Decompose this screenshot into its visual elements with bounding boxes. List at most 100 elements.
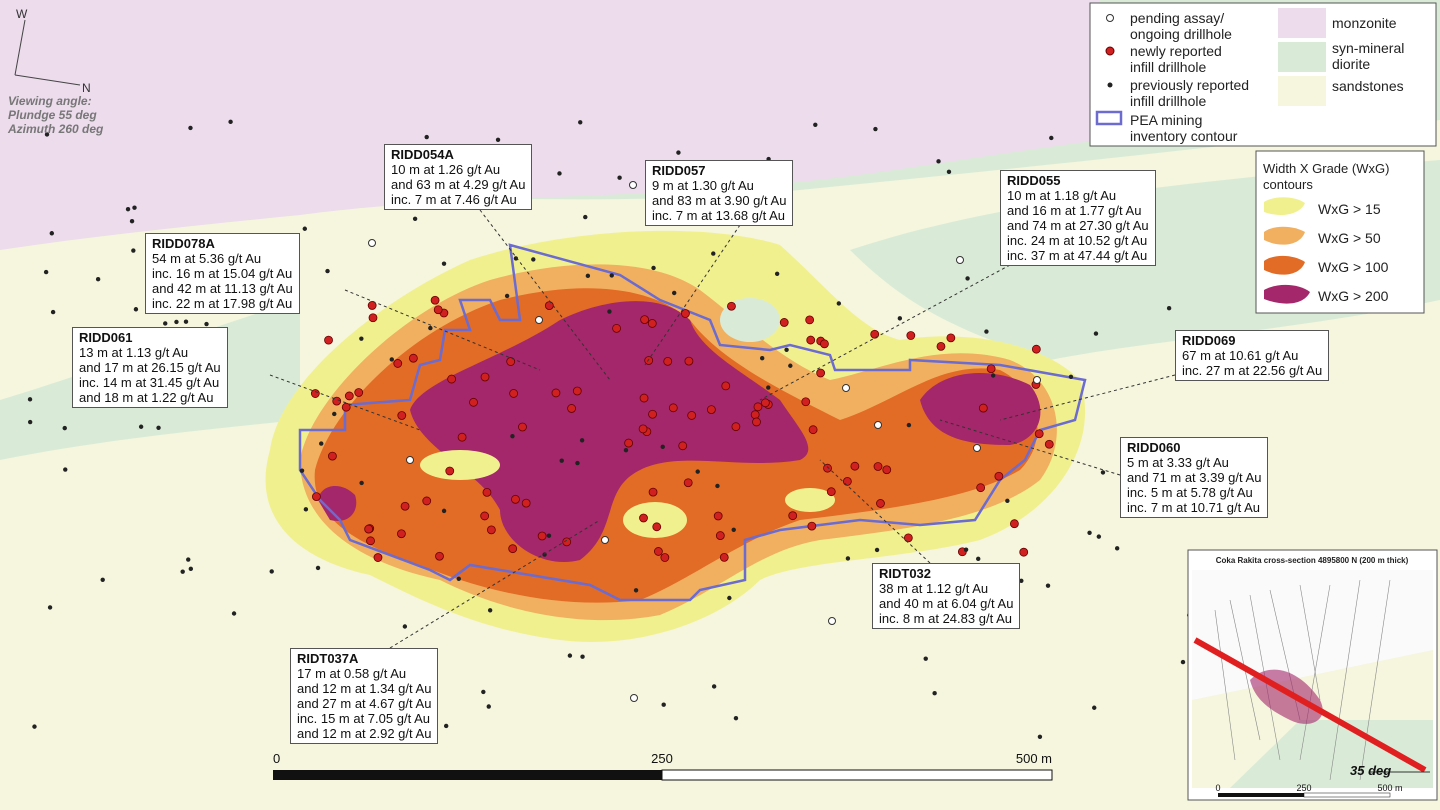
drillhole-new [684,356,694,366]
orientation-arrows [14,19,81,86]
drillhole-previous [906,422,912,428]
drillhole-previous [63,467,68,472]
drillhole-previous [897,316,903,321]
callout-line: and 27 m at 4.67 g/t Au [297,696,432,711]
drillhole-new [373,553,383,562]
drillhole-new [506,357,516,366]
viewing-angle: Viewing angle: Plundge 55 deg Azimuth 260 … [8,94,103,136]
drillhole-previous [963,547,969,552]
callout-line: 13 m at 1.13 g/t Au [79,345,189,360]
drillhole-new [447,374,457,384]
wxg-title-line: Width X Grade (WxG) [1263,161,1390,176]
callout: RIDT032 38 m at 1.12 g/t Au and 40 m at 6.… [872,563,1021,629]
drillhole-previous [575,460,580,466]
viewing-angle-line: Plundge 55 deg [8,108,97,122]
drillhole-previous [131,248,136,253]
drillhole-previous [1114,546,1120,551]
drillhole-previous [49,231,55,236]
drillhole-new [544,301,554,311]
wxg-swatch-100 [1264,255,1305,275]
drillhole-new [509,389,519,398]
legend-line: syn-mineral [1332,40,1405,56]
legend-line: PEA mining [1130,112,1203,128]
drillhole-new [870,329,880,339]
scale-label: 250 [651,751,673,766]
drillhole-previous [269,569,274,574]
legend-label: monzonite [1332,15,1397,31]
drillhole-new [1010,519,1019,529]
drillhole-previous [923,656,928,661]
drillhole-previous [557,171,562,176]
drillhole-new [820,339,829,349]
drillhole-new [639,393,649,403]
inset-hole [1299,584,1331,761]
callout-id: RIDD061 [79,330,133,345]
drillhole-pending [630,694,638,702]
drillhole-previous [813,122,818,127]
drillhole-new [801,397,811,407]
wxg-swatch-200 [1264,284,1310,304]
drillhole-previous [623,447,629,453]
drillhole-previous [774,271,780,276]
drillhole-previous [695,469,700,474]
callout: RIDT037A 17 m at 0.58 g/t Au and 12 m at 1… [290,648,439,744]
drillhole-previous [186,557,191,562]
drillhole-new [638,424,648,434]
drillhole-previous [965,276,970,281]
drillhole-previous [486,704,491,709]
drillhole-new [806,335,816,345]
drillhole-previous [984,329,989,334]
drillhole-new [612,323,621,333]
drillhole-new [344,391,354,401]
drillhole-pending [874,421,882,429]
drillhole-new [805,315,815,325]
leader-line [389,519,601,649]
drillhole-new [393,359,403,368]
drillhole-new [721,381,731,391]
callout-id: RIDD069 [1182,333,1236,348]
legend-label: PEA mining inventory contour [1130,112,1237,144]
drillhole-new [480,511,490,521]
drillhole-previous [204,321,209,327]
drillhole-new [760,398,770,408]
legend-line: monzonite [1332,15,1397,31]
orientation-n: N [82,81,91,95]
drillhole-new [727,301,736,311]
drillhole-previous [27,419,33,425]
callout: RIDD060 5 m at 3.33 g/t Au and 71 m at 3.3… [1120,437,1269,518]
drillhole-new [1031,344,1041,354]
drillhole-previous [1005,498,1010,504]
callout-line: 10 m at 1.26 g/t Au [391,162,501,177]
drillhole-new [681,309,690,318]
drillhole-new [518,422,527,432]
drillhole-new [652,522,662,532]
drillhole-previous [359,480,364,486]
inset: Coka Rakita cross-section 4895800 N (200… [1187,549,1438,801]
drillhole-previous [174,319,179,325]
callout-id: RIDT037A [297,651,359,666]
inset-hole [1329,579,1361,781]
callout-line: inc. 5 m at 5.78 g/t Au [1127,485,1253,500]
leader-line [644,224,741,366]
callout-line: inc. 15 m at 7.05 g/t Au [297,711,430,726]
drillhole-new [731,422,741,432]
drillhole-previous [441,261,447,266]
drillhole-previous [676,150,681,155]
drillhole-previous [47,605,53,610]
callout-line: and 18 m at 1.22 g/t Au [79,390,214,405]
drillhole-previous [1037,734,1043,739]
wxg-swatch-15 [1264,197,1305,215]
callout-line: inc. 24 m at 10.52 g/t Au [1007,233,1148,248]
drillhole-new [624,438,634,448]
callout-id: RIDD078A [152,236,215,251]
legend-label: newly reported infill drillhole [1130,43,1222,75]
legend-label: pending assay/ongoing drillhole [1130,10,1232,42]
drillhole-new [508,544,518,554]
drillhole-pending [973,444,981,452]
callout-line: inc. 37 m at 47.44 g/t Au [1007,248,1148,263]
drillhole-pending [406,456,414,464]
drillhole-previous [303,507,309,512]
contour-wxg-200 [410,301,809,562]
legend-label: sandstones [1332,78,1404,94]
leaders [269,209,1176,649]
